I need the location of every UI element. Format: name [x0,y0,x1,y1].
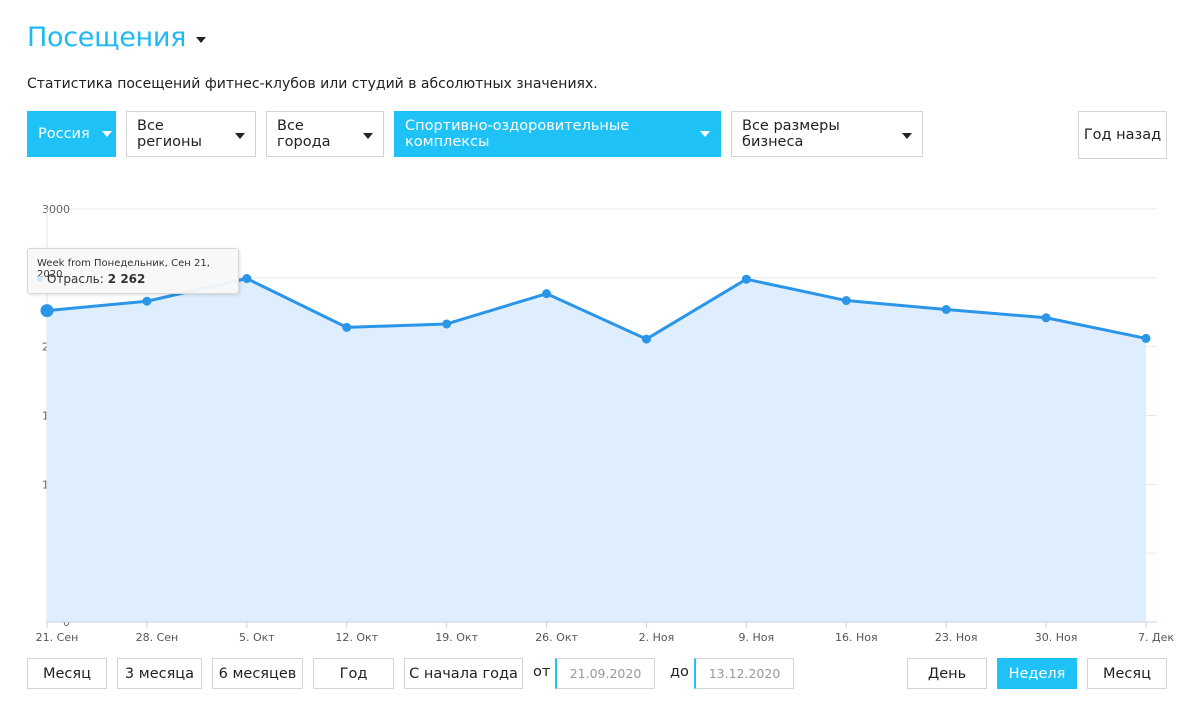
filter-label: Все регионы [137,118,202,150]
granularity-month-button[interactable]: Месяц [1087,658,1167,689]
tooltip-row: Отрасль: 2 262 [37,272,145,286]
tooltip-value: 2 262 [107,272,146,286]
data-point [442,319,452,329]
y-tick-label: 3000 [42,203,70,216]
chart-tooltip: Week from Понедельник, Сен 21, 2020 Отра… [27,248,239,294]
x-tick-label: 30. Ноя [1035,631,1078,644]
filter-city[interactable]: Все города [266,111,384,157]
data-point [741,274,751,284]
tooltip-header: Week from Понедельник, Сен 21, 2020 [37,258,210,280]
data-point [40,304,54,318]
period-6-months-button[interactable]: 6 месяцев [212,658,303,689]
filter-label: Спортивно-оздоровительные комплексы [405,118,630,150]
filter-business-size[interactable]: Все размеры бизнеса [731,111,923,157]
data-point [342,322,352,332]
filter-region[interactable]: Все регионы [126,111,256,157]
x-tick-label: 5. Окт [239,631,275,644]
data-point [542,289,552,299]
page-subtitle: Статистика посещений фитнес-клубов или с… [27,76,598,92]
granularity-week-button[interactable]: Неделя [997,658,1077,689]
caret-down-icon [235,133,245,139]
x-tick-label: 16. Ноя [835,631,878,644]
period-ytd-button[interactable]: С начала года [404,658,523,689]
tooltip-series-name: Отрасль: [47,272,104,286]
data-point [242,274,252,284]
data-point [1141,333,1151,343]
period-year-button[interactable]: Год [313,658,394,689]
filter-country[interactable]: Россия [27,111,116,157]
series-marker-icon [37,276,43,282]
x-tick-label: 12. Окт [335,631,378,644]
filter-label: Все города [277,118,331,150]
data-point [841,296,851,306]
caret-down-icon [700,131,710,137]
caret-down-icon [196,36,207,43]
x-tick-label: 19. Окт [435,631,478,644]
date-to-label: до [670,664,689,680]
x-tick-label: 28. Сен [136,631,179,644]
series-area [47,278,1146,622]
filter-label: Россия [38,126,90,142]
filter-business-type[interactable]: Спортивно-оздоровительные комплексы [394,111,721,157]
x-tick-label: 23. Ноя [935,631,978,644]
data-point [142,296,152,306]
x-tick-label: 9. Ноя [739,631,775,644]
data-point [1041,313,1051,323]
x-tick-label: 26. Окт [535,631,578,644]
date-to-input[interactable] [694,658,794,689]
granularity-day-button[interactable]: День [907,658,987,689]
caret-down-icon [363,133,373,139]
page-title-dropdown[interactable]: Посещения [27,22,207,53]
data-point [641,334,651,344]
x-tick-label: 7. Дек [1138,631,1174,644]
x-tick-label: 21. Сен [36,631,79,644]
caret-down-icon [902,133,912,139]
page-title: Посещения [27,22,187,53]
period-3-months-button[interactable]: 3 месяца [117,658,202,689]
caret-down-icon [101,131,112,137]
data-point [941,304,951,314]
x-tick-label: 2. Ноя [639,631,675,644]
date-from-label: от [533,664,551,680]
filter-bar: Россия Все регионы Все города Спортивно-… [27,111,923,157]
year-back-button[interactable]: Год назад [1078,111,1167,159]
period-controls: Месяц 3 месяца 6 месяцев Год С начала го… [0,658,1199,690]
filter-label: Все размеры бизнеса [742,118,840,150]
date-from-input[interactable] [555,658,655,689]
period-month-button[interactable]: Месяц [27,658,107,689]
